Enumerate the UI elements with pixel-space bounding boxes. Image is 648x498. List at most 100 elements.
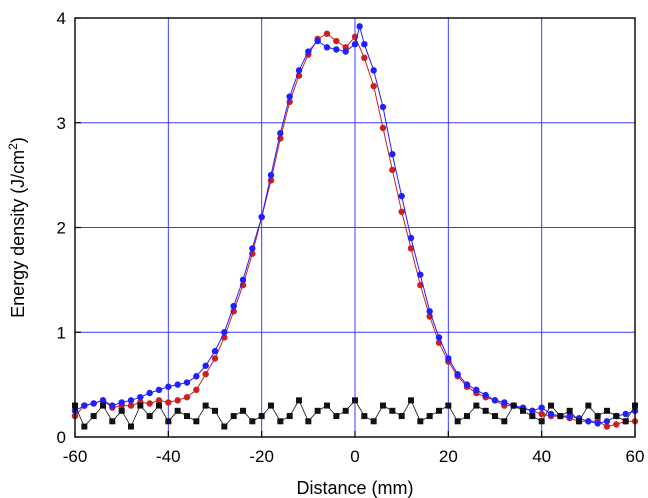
data-point (585, 402, 592, 409)
data-point (127, 397, 135, 404)
series-2 (71, 23, 639, 427)
data-point (426, 413, 433, 420)
data-point (398, 413, 405, 420)
data-point (183, 393, 191, 401)
data-point (305, 48, 312, 55)
data-point (370, 418, 377, 425)
data-point (398, 208, 405, 215)
data-point (109, 418, 116, 425)
data-point (295, 67, 303, 74)
data-point (286, 93, 293, 100)
data-point (99, 397, 107, 404)
data-point (202, 402, 209, 409)
data-point (230, 413, 237, 420)
data-point (473, 402, 480, 409)
series-3 (72, 397, 638, 430)
y-tick-label: 4 (57, 9, 66, 28)
data-point (445, 355, 452, 362)
data-point (473, 386, 480, 394)
data-point (407, 245, 415, 252)
data-point (165, 383, 172, 390)
data-point (454, 418, 461, 425)
data-point (268, 402, 274, 409)
data-point (491, 397, 499, 404)
data-point (594, 413, 601, 420)
data-point (137, 393, 144, 401)
data-point (603, 418, 611, 425)
data-point (156, 402, 162, 409)
data-point (389, 407, 396, 414)
data-point (258, 213, 265, 221)
data-point (370, 82, 377, 90)
data-point (333, 413, 340, 420)
data-point (379, 103, 387, 111)
data-point (249, 418, 256, 425)
data-point (183, 379, 191, 386)
y-tick-label: 2 (57, 219, 66, 238)
data-point (174, 397, 181, 404)
data-point (603, 423, 611, 430)
data-point (118, 407, 125, 414)
data-point (305, 418, 312, 425)
data-point (492, 413, 498, 420)
data-point (324, 402, 330, 409)
data-point (379, 124, 387, 132)
data-point (417, 281, 424, 289)
data-point (436, 407, 442, 414)
axis-ticks: -60 -40 -20 0 20 40 60 0 1 2 3 4 (57, 9, 645, 466)
data-point (548, 402, 554, 409)
data-point (566, 412, 573, 420)
data-point (454, 370, 461, 378)
x-tick-label: -20 (249, 447, 274, 466)
data-point (286, 413, 293, 420)
data-point (118, 399, 125, 406)
data-point (622, 410, 629, 418)
data-point (146, 400, 153, 407)
data-point (482, 407, 489, 414)
data-point (202, 362, 209, 369)
data-point (356, 23, 363, 30)
data-point (361, 413, 368, 420)
data-point (352, 397, 358, 404)
data-point (463, 381, 471, 388)
data-point (351, 40, 359, 48)
data-point (258, 413, 265, 420)
data-point (482, 391, 489, 399)
y-tick-label: 3 (57, 114, 66, 133)
data-point (90, 400, 97, 407)
data-point (342, 407, 349, 414)
data-point (361, 54, 368, 62)
grid-lines (74, 17, 636, 438)
data-point (323, 30, 331, 37)
data-point (538, 404, 545, 411)
data-point (193, 418, 200, 425)
data-point (407, 234, 415, 242)
data-point (193, 386, 200, 394)
data-point (547, 410, 555, 418)
data-point (417, 418, 424, 425)
data-point (277, 130, 284, 137)
data-point (128, 423, 134, 430)
data-point (417, 271, 424, 278)
data-point (314, 407, 321, 414)
data-point (90, 413, 97, 420)
data-point (100, 402, 106, 409)
y-tick-label: 1 (57, 323, 66, 342)
data-point (146, 389, 153, 397)
data-point (193, 373, 200, 380)
data-point (230, 302, 237, 310)
data-point (323, 44, 331, 51)
x-tick-label: 40 (532, 447, 551, 466)
data-point (389, 166, 396, 174)
data-point (211, 355, 219, 362)
data-point (184, 413, 190, 420)
data-point (221, 423, 228, 430)
data-point (240, 407, 246, 414)
data-point (520, 407, 526, 414)
data-point (529, 413, 536, 420)
data-point (221, 329, 228, 336)
data-point (445, 402, 452, 409)
data-point (155, 397, 163, 404)
data-point (239, 276, 247, 284)
data-point (538, 410, 545, 418)
